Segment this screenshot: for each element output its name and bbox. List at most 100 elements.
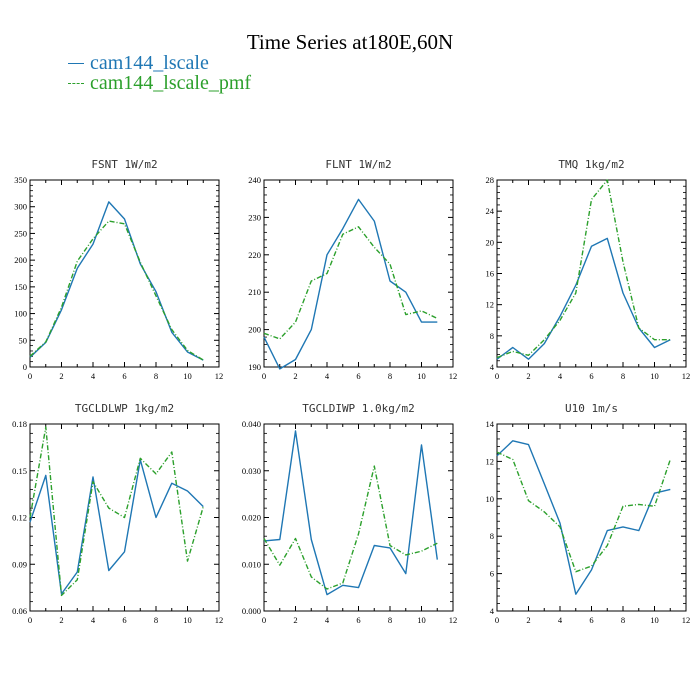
y-tick-label: 14 <box>486 419 495 429</box>
panel-4-series-1-line <box>29 459 204 595</box>
legend-entry-2: cam144_lscale_pmf <box>68 72 251 95</box>
panel-4-title: TGCLDLWP 1kg/m2 <box>75 402 174 415</box>
x-tick-label: 12 <box>682 615 691 625</box>
legend-entry-1: cam144_lscale <box>68 52 209 75</box>
x-tick-label: 4 <box>558 371 563 381</box>
panel-3-series-1-line <box>496 237 671 360</box>
y-tick-label: 0.06 <box>12 606 27 616</box>
x-tick-label: 8 <box>388 615 392 625</box>
y-tick-label: 0.12 <box>12 513 27 523</box>
x-tick-label: 4 <box>91 371 96 381</box>
x-tick-label: 12 <box>449 615 458 625</box>
panel-1-frame <box>29 179 220 368</box>
x-tick-label: 8 <box>388 371 392 381</box>
x-tick-label: 10 <box>417 371 426 381</box>
panel-3-frame <box>496 179 687 368</box>
y-tick-label: 0.040 <box>242 419 261 429</box>
y-tick-label: 240 <box>248 175 261 185</box>
y-tick-label: 0.010 <box>242 559 261 569</box>
x-tick-label: 6 <box>356 615 360 625</box>
x-tick-label: 2 <box>59 615 63 625</box>
x-tick-label: 4 <box>91 615 96 625</box>
x-tick-label: 6 <box>122 615 126 625</box>
x-tick-label: 6 <box>589 371 593 381</box>
y-tick-label: 50 <box>19 335 28 345</box>
x-tick-label: 0 <box>262 371 266 381</box>
y-tick-label: 350 <box>14 175 27 185</box>
y-tick-label: 16 <box>486 269 495 279</box>
x-tick-label: 6 <box>122 371 126 381</box>
y-tick-label: 12 <box>486 300 495 310</box>
x-tick-label: 6 <box>589 615 593 625</box>
panel-3-series-2-line <box>496 179 671 359</box>
y-tick-label: 8 <box>490 531 494 541</box>
y-tick-label: 0.09 <box>12 559 27 569</box>
panel-2-series-1-line <box>263 198 438 370</box>
panel-1: FSNT 1W/m2 0 2 4 6 8 10 12 0 50 100 150 200 250 300 350 <box>14 158 223 381</box>
y-tick-label: 10 <box>486 494 495 504</box>
figure-title: Time Series at180E,60N <box>246 30 454 54</box>
x-tick-label: 12 <box>215 371 224 381</box>
x-tick-label: 2 <box>293 615 297 625</box>
y-tick-label: 220 <box>248 250 261 260</box>
panel-6-series-2-line <box>496 451 671 573</box>
x-tick-label: 8 <box>621 371 625 381</box>
legend-line-2 <box>68 83 84 84</box>
y-tick-label: 100 <box>14 309 27 319</box>
panel-2: FLNT 1W/m2 0 2 4 6 8 10 12 190 200 210 220 230 240 <box>248 158 457 381</box>
x-tick-label: 10 <box>650 615 659 625</box>
panel-5-series-1-line <box>263 430 438 596</box>
y-tick-label: 200 <box>248 325 261 335</box>
y-tick-label: 0.15 <box>12 466 27 476</box>
panel-2-frame <box>263 179 454 368</box>
panel-1-title: FSNT 1W/m2 <box>91 158 157 171</box>
x-tick-label: 4 <box>325 371 330 381</box>
x-tick-label: 10 <box>183 615 192 625</box>
x-tick-label: 4 <box>558 615 563 625</box>
x-tick-label: 8 <box>154 371 158 381</box>
x-tick-label: 10 <box>417 615 426 625</box>
x-tick-label: 2 <box>293 371 297 381</box>
y-tick-label: 0.18 <box>12 419 27 429</box>
panel-5: TGCLDIWP 1.0kg/m2 0 2 4 6 8 10 12 0.000 0.010 0.02… <box>242 402 457 625</box>
y-tick-label: 150 <box>14 282 27 292</box>
panel-2-series-2-line <box>263 226 438 340</box>
x-tick-label: 12 <box>215 615 224 625</box>
y-tick-label: 12 <box>486 456 495 466</box>
panel-2-title: FLNT 1W/m2 <box>325 158 391 171</box>
x-tick-label: 8 <box>621 615 625 625</box>
x-tick-label: 4 <box>325 615 330 625</box>
y-tick-label: 4 <box>490 362 495 372</box>
panel-3-title: TMQ 1kg/m2 <box>558 158 624 171</box>
y-tick-label: 4 <box>490 606 495 616</box>
y-tick-label: 0.030 <box>242 466 261 476</box>
x-tick-label: 0 <box>28 371 32 381</box>
x-tick-label: 8 <box>154 615 158 625</box>
panel-1-series-2-line <box>29 220 204 361</box>
y-tick-label: 28 <box>486 175 495 185</box>
y-tick-label: 210 <box>248 287 261 297</box>
y-tick-label: 190 <box>248 362 261 372</box>
y-tick-label: 20 <box>486 237 495 247</box>
x-tick-label: 0 <box>495 371 499 381</box>
y-tick-label: 250 <box>14 228 27 238</box>
y-tick-label: 200 <box>14 255 27 265</box>
panel-6-title: U10 1m/s <box>565 402 618 415</box>
panel-5-title: TGCLDIWP 1.0kg/m2 <box>302 402 415 415</box>
x-tick-label: 0 <box>495 615 499 625</box>
panel-4-series-2-line <box>29 426 204 597</box>
panel-6-series-1-line <box>496 440 671 595</box>
panel-6: U10 1m/s 0 2 4 6 8 10 12 4 6 8 10 12 14 <box>486 402 691 625</box>
x-tick-label: 2 <box>526 615 530 625</box>
y-tick-label: 0.000 <box>242 606 261 616</box>
x-tick-label: 2 <box>59 371 63 381</box>
y-tick-label: 0 <box>23 362 27 372</box>
x-tick-label: 0 <box>28 615 32 625</box>
x-tick-label: 12 <box>449 371 458 381</box>
legend-label-1: cam144_lscale <box>90 52 209 74</box>
y-tick-label: 0.020 <box>242 513 261 523</box>
y-tick-label: 6 <box>490 569 494 579</box>
panel-4: TGCLDLWP 1kg/m2 0 2 4 6 8 10 12 0.06 0.09 0.12 0.15… <box>12 402 223 625</box>
